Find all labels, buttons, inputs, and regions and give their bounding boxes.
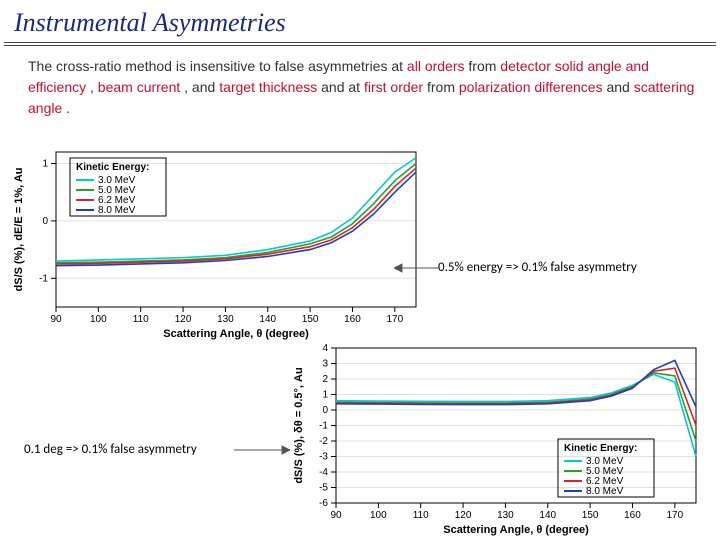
desc-target: target thickness <box>219 79 317 95</box>
svg-text:0: 0 <box>42 216 48 227</box>
svg-text:170: 170 <box>386 314 403 325</box>
svg-text:90: 90 <box>50 314 62 325</box>
desc-first-order: first order <box>364 79 423 95</box>
svg-text:-1: -1 <box>319 421 328 432</box>
svg-text:4: 4 <box>322 344 328 354</box>
desc-frag: . <box>66 100 70 116</box>
svg-text:100: 100 <box>370 510 387 521</box>
svg-text:-5: -5 <box>319 483 328 494</box>
svg-text:160: 160 <box>624 510 641 521</box>
svg-text:Scattering Angle, θ (degree): Scattering Angle, θ (degree) <box>443 524 589 536</box>
svg-text:-1: -1 <box>39 273 48 284</box>
svg-text:dS/S (%), δθ = 0.5°, Au: dS/S (%), δθ = 0.5°, Au <box>293 367 305 483</box>
title-underline <box>4 42 716 46</box>
chart2-annotation: 0.1 deg => 0.1% false asymmetry <box>24 442 197 457</box>
chart1-annotation: 0.5% energy => 0.1% false asymmetry <box>438 260 637 275</box>
desc-frag: The cross-ratio method is insensitive to… <box>28 58 407 74</box>
svg-text:1: 1 <box>42 158 48 169</box>
desc-frag: from <box>468 58 500 74</box>
chart1: 90 100 110 120 130 140 150 160 170 -1 0 1 Scattering… <box>8 148 438 343</box>
svg-text:120: 120 <box>175 314 192 325</box>
svg-text:160: 160 <box>344 314 361 325</box>
desc-frag: , <box>90 79 98 95</box>
svg-text:1: 1 <box>322 390 328 401</box>
svg-text:120: 120 <box>455 510 472 521</box>
desc-frag: and <box>606 79 633 95</box>
svg-text:8.0 MeV: 8.0 MeV <box>98 205 136 216</box>
svg-text:Kinetic Energy:: Kinetic Energy: <box>76 162 149 173</box>
svg-text:-2: -2 <box>319 436 328 447</box>
page-title: Instrumental Asymmetries <box>0 0 720 42</box>
chart1-wrap: 90 100 110 120 130 140 150 160 170 -1 0 1 Scattering… <box>8 148 438 343</box>
svg-text:90: 90 <box>330 510 342 521</box>
svg-text:3: 3 <box>322 359 328 370</box>
svg-text:130: 130 <box>217 314 234 325</box>
arrow-icon <box>394 262 440 274</box>
desc-polarization: polarization differences <box>459 79 603 95</box>
svg-text:140: 140 <box>259 314 276 325</box>
svg-text:Kinetic Energy:: Kinetic Energy: <box>564 443 637 454</box>
svg-text:-3: -3 <box>319 452 328 463</box>
desc-frag: from <box>427 79 459 95</box>
svg-text:110: 110 <box>133 314 149 325</box>
svg-text:150: 150 <box>582 510 599 521</box>
svg-text:130: 130 <box>497 510 514 521</box>
svg-text:170: 170 <box>666 510 683 521</box>
svg-text:-6: -6 <box>319 498 328 509</box>
svg-text:0: 0 <box>322 405 328 416</box>
svg-text:-4: -4 <box>319 467 328 478</box>
svg-text:110: 110 <box>413 510 429 521</box>
svg-text:8.0 MeV: 8.0 MeV <box>586 486 624 497</box>
desc-frag: , and <box>184 79 219 95</box>
chart2: 90 100 110 120 130 140 150 160 170 -6 -5 -4 -3 -2 -1 0 1… <box>288 344 718 539</box>
description-text: The cross-ratio method is insensitive to… <box>0 56 720 127</box>
svg-text:140: 140 <box>539 510 556 521</box>
chart2-wrap: 90 100 110 120 130 140 150 160 170 -6 -5 -4 -3 -2 -1 0 1… <box>288 344 718 539</box>
desc-frag: and at <box>321 79 364 95</box>
svg-text:dS/S (%), dE/E = 1%, Au: dS/S (%), dE/E = 1%, Au <box>13 168 25 292</box>
svg-text:Scattering Angle, θ (degree): Scattering Angle, θ (degree) <box>163 328 309 340</box>
svg-text:150: 150 <box>302 314 319 325</box>
svg-text:2: 2 <box>322 374 328 385</box>
desc-all-orders: all orders <box>407 58 465 74</box>
desc-beam: beam current <box>98 79 180 95</box>
svg-text:100: 100 <box>90 314 107 325</box>
arrow-icon <box>234 444 290 456</box>
